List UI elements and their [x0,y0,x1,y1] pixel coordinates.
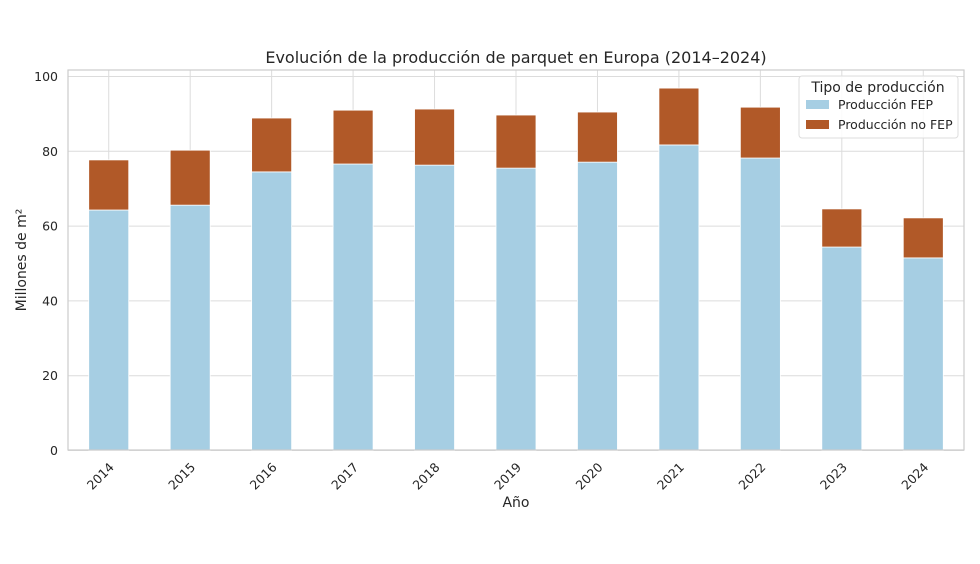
y-tick-label: 100 [34,69,58,84]
legend-swatch-fep [806,100,829,109]
bar-fep-2024 [902,257,944,451]
x-tick-label: 2016 [247,459,280,492]
bar-fep-2017 [332,163,374,451]
x-tick-label: 2020 [572,459,605,492]
bar-no-fep-2015 [169,149,211,206]
y-tick-label: 80 [42,144,58,159]
x-tick-label: 2022 [735,460,768,493]
bar-fep-2021 [658,144,700,451]
legend-box [798,75,959,139]
y-tick-label: 20 [42,368,58,383]
bar-fep-2019 [495,167,537,451]
legend: Tipo de producción Producción FEP Produc… [798,75,959,139]
bar-no-fep-2018 [414,108,455,166]
x-tick-label: 2019 [491,459,524,492]
bar-fep-2018 [414,164,455,451]
bar-no-fep-2014 [88,159,130,211]
chart-title: Evolución de la producción de parquet en… [265,48,766,67]
bar-fep-2014 [88,209,130,451]
y-axis-label: Millones de m² [14,209,30,312]
x-tick-label: 2024 [898,459,931,492]
legend-swatch-no-fep [806,120,829,129]
bar-fep-2016 [251,171,293,451]
bar-no-fep-2017 [332,109,374,165]
bar-no-fep-2022 [739,106,781,159]
bar-fep-2015 [169,204,211,451]
x-tick-label: 2018 [410,459,443,492]
bar-fep-2023 [821,246,863,451]
x-tick-label: 2017 [328,460,361,493]
legend-title: Tipo de producción [810,80,944,96]
bars [88,87,944,451]
legend-label-no-fep: Producción no FEP [838,117,953,132]
plot-frame [67,69,965,451]
bar-no-fep-2020 [577,111,618,163]
bar-fep-2020 [577,161,618,451]
x-axis-label: Año [502,495,529,511]
bar-no-fep-2019 [495,114,537,169]
x-tick-labels: 2014 2015 2016 2017 2018 2019 2020 2021 2022 2023… [84,459,932,492]
legend-label-fep: Producción FEP [838,97,934,112]
x-tick-label: 2023 [817,460,850,493]
bar-no-fep-2021 [658,87,700,146]
y-tick-label: 0 [50,443,58,458]
bar-fep-2022 [739,157,781,451]
y-tick-label: 40 [42,293,58,308]
bar-no-fep-2024 [902,217,944,259]
x-tick-label: 2014 [84,459,117,492]
y-tick-labels: 0 20 40 60 80 100 [34,69,58,458]
x-tick-label: 2015 [165,460,198,493]
bar-no-fep-2016 [251,117,293,173]
y-tick-label: 60 [42,219,58,234]
bar-no-fep-2023 [821,208,863,248]
x-tick-label: 2021 [654,460,687,493]
